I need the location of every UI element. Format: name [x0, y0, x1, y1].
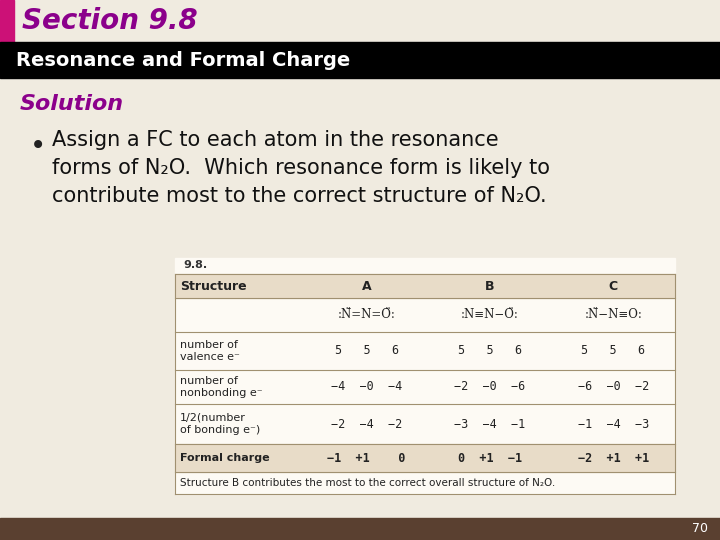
- Text: :N̈=N=Ö:: :N̈=N=Ö:: [338, 308, 395, 321]
- Text: A: A: [362, 280, 372, 293]
- Text: 70: 70: [692, 523, 708, 536]
- Text: −3  −4  −1: −3 −4 −1: [454, 417, 526, 430]
- Bar: [0, 42, 720, 78]
- Text: −1  −4  −3: −1 −4 −3: [577, 417, 649, 430]
- Text: Section 9.8: Section 9.8: [22, 7, 197, 35]
- Text: 5   5   6: 5 5 6: [581, 345, 645, 357]
- Text: :N̈−N≡O:: :N̈−N≡O:: [585, 308, 642, 321]
- Text: 9.8.: 9.8.: [183, 260, 207, 270]
- Text: Assign a FC to each atom in the resonance: Assign a FC to each atom in the resonanc…: [52, 130, 499, 150]
- Bar: [0, 0, 14, 42]
- Text: 5   5   6: 5 5 6: [335, 345, 399, 357]
- Text: Resonance and Formal Charge: Resonance and Formal Charge: [16, 51, 350, 70]
- Text: Formal charge: Formal charge: [180, 453, 269, 463]
- Text: number of
valence e⁻: number of valence e⁻: [180, 340, 240, 362]
- Text: 5   5   6: 5 5 6: [458, 345, 522, 357]
- Text: −4  −0  −4: −4 −0 −4: [331, 381, 402, 394]
- Text: −2  −4  −2: −2 −4 −2: [331, 417, 402, 430]
- Text: B: B: [485, 280, 495, 293]
- Bar: [175, 444, 675, 472]
- Text: Solution: Solution: [20, 94, 124, 114]
- Text: Structure: Structure: [180, 280, 247, 293]
- Text: 0  +1  −1: 0 +1 −1: [458, 451, 522, 464]
- Text: −6  −0  −2: −6 −0 −2: [577, 381, 649, 394]
- Text: number of
nonbonding e⁻: number of nonbonding e⁻: [180, 376, 263, 398]
- Text: Structure B contributes the most to the correct overall structure of N₂O.: Structure B contributes the most to the …: [180, 478, 555, 488]
- Text: •: •: [30, 132, 46, 160]
- Text: −2  +1  +1: −2 +1 +1: [577, 451, 649, 464]
- Text: −2  −0  −6: −2 −0 −6: [454, 381, 526, 394]
- Bar: [175, 258, 675, 494]
- Text: contribute most to the correct structure of N₂O.: contribute most to the correct structure…: [52, 186, 546, 206]
- Text: forms of N₂O.  Which resonance form is likely to: forms of N₂O. Which resonance form is li…: [52, 158, 550, 178]
- Bar: [0, 518, 720, 540]
- Bar: [175, 274, 675, 298]
- Text: 1/2(number
of bonding e⁻): 1/2(number of bonding e⁻): [180, 413, 260, 435]
- Text: −1  +1    0: −1 +1 0: [328, 451, 406, 464]
- Text: :N≡N−Ö:: :N≡N−Ö:: [461, 308, 519, 321]
- Text: C: C: [609, 280, 618, 293]
